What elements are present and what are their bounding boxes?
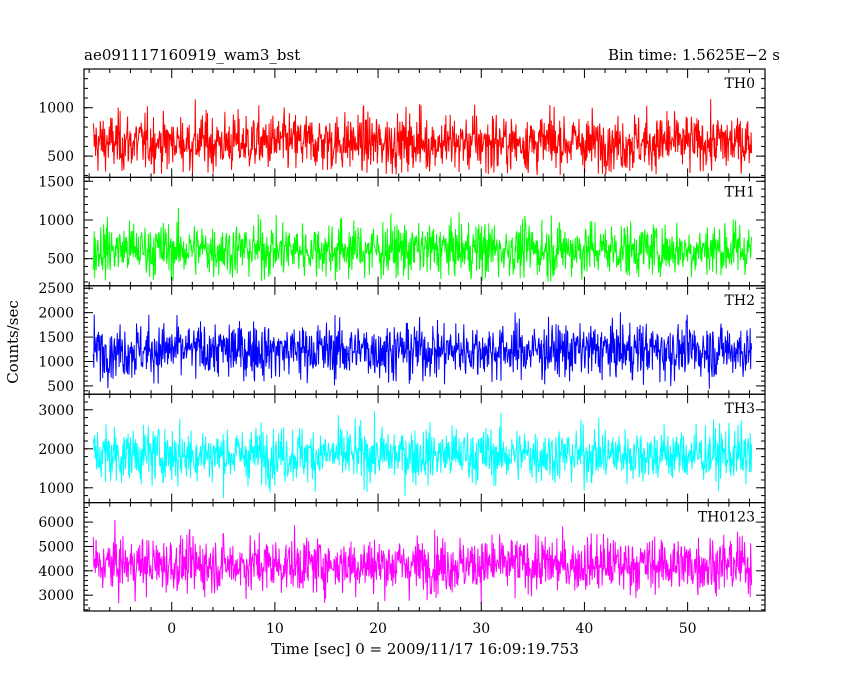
panel-frame: [83, 176, 766, 287]
y-tick-label: 2000: [38, 306, 74, 322]
x-tick-label: 0: [167, 621, 176, 637]
y-tick-label: 500: [47, 149, 74, 165]
y-tick-label: 1500: [38, 330, 74, 346]
panel-th2: 500 1000 1500 2000 2500 TH2: [38, 281, 766, 395]
panel-label-th0: TH0: [725, 76, 755, 92]
y-tick-label: 6000: [38, 515, 74, 531]
y-tick-label: 1000: [38, 101, 74, 117]
y-tick-label: 4000: [38, 564, 74, 580]
panel-th1: 500 1000 1500 TH1: [38, 174, 766, 287]
y-tick-label: 500: [47, 252, 74, 268]
y-tick-label: 1000: [38, 481, 74, 497]
panels: 500 1000 TH0 500 1000 1500 TH1 500 1000 1500 2000 2…: [38, 68, 766, 612]
x-tick-label: 30: [472, 621, 490, 637]
y-tick-label: 1000: [38, 354, 74, 370]
x-tick-label: 10: [266, 621, 284, 637]
bin-time-label: Bin time: 1.5625E−2 s: [608, 46, 780, 64]
x-axis-title: Time [sec] 0 = 2009/11/17 16:09:19.753: [271, 640, 579, 658]
panel-th0123: 3000 4000 5000 6000 TH0123: [38, 502, 766, 612]
panel-label-th1: TH1: [725, 184, 755, 200]
y-tick-label: 1000: [38, 213, 74, 229]
series-th3: [92, 411, 753, 499]
panel-frame: [83, 68, 766, 179]
series-th0123: [92, 519, 753, 605]
panel-frame: [83, 502, 766, 612]
x-tick-labels: 0 10 20 30 40 50: [167, 621, 696, 637]
x-tick-label: 20: [369, 621, 387, 637]
y-tick-label: 5000: [38, 539, 74, 555]
y-tick-label: 1500: [38, 174, 74, 190]
y-tick-label: 3000: [38, 403, 74, 419]
panel-label-th3: TH3: [725, 401, 755, 417]
y-tick-label: 500: [47, 379, 74, 395]
series-th1: [92, 207, 753, 282]
series-th0: [92, 98, 753, 176]
x-tick-label: 40: [576, 621, 594, 637]
chart-title: ae091117160919_wam3_bst: [84, 46, 300, 64]
y-tick-label: 2000: [38, 442, 74, 458]
series-th2: [92, 312, 753, 389]
panel-th0: 500 1000 TH0: [38, 68, 766, 179]
y-tick-label: 2500: [38, 281, 74, 297]
panel-label-th2: TH2: [725, 293, 755, 309]
panel-th3: 1000 2000 3000 TH3: [38, 393, 766, 504]
y-axis-title: Counts/sec: [4, 300, 22, 384]
y-tick-label: 3000: [38, 588, 74, 604]
x-tick-label: 50: [679, 621, 697, 637]
panel-label-th0123: TH0123: [698, 510, 755, 526]
